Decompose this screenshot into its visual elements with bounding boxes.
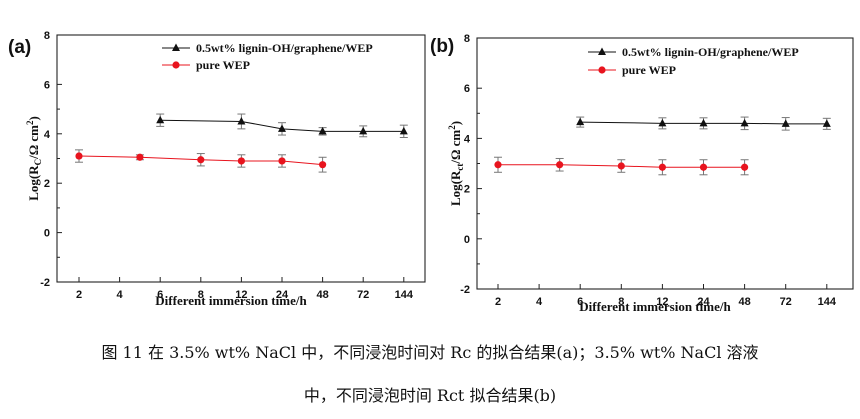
x-tick-label-b: 144	[818, 296, 837, 308]
series-line-a-0	[160, 119, 404, 132]
data-point-triangle	[781, 119, 790, 127]
series-line-b-1	[498, 164, 745, 168]
y-axis-label-part: ct	[455, 164, 465, 171]
data-point-circle	[278, 157, 286, 165]
legend-label: 0.5wt% lignin-OH/graphene/WEP	[622, 45, 799, 59]
panel-label-a: (a)	[8, 37, 31, 58]
x-tick-label-a: 48	[316, 289, 328, 301]
y-tick-label-b: 6	[464, 83, 470, 95]
data-point-circle	[136, 153, 144, 161]
x-tick-label-b: 8	[618, 296, 624, 308]
data-point-triangle	[156, 115, 165, 124]
y-axis-label-part: /Ω cm	[26, 125, 41, 160]
x-axis-label-b: Different immersion time/h	[579, 299, 731, 314]
y-tick-label-a: 8	[44, 30, 50, 42]
x-tick-label-a: 12	[235, 289, 247, 301]
x-tick-label-a: 8	[198, 289, 204, 301]
y-tick-label-a: 4	[44, 129, 51, 141]
y-axis-label-part: 2	[447, 125, 457, 130]
data-point-circle	[617, 162, 625, 170]
legend-label: pure WEP	[196, 58, 250, 72]
legend-label: pure WEP	[622, 63, 676, 77]
y-tick-label-a: 6	[44, 79, 50, 91]
y-tick-label-a: -2	[40, 277, 50, 289]
y-tick-label-b: 8	[464, 33, 470, 45]
x-tick-label-a: 144	[395, 289, 414, 301]
y-tick-label-a: 2	[44, 178, 50, 190]
figure-caption-line-1: 图 11 在 3.5% wt% NaCl 中，不同浸泡时间对 Rc 的拟合结果(…	[101, 343, 759, 362]
data-point-triangle	[359, 126, 368, 135]
data-point-circle	[75, 152, 83, 160]
data-point-circle	[237, 157, 245, 165]
x-tick-label-b: 2	[495, 296, 501, 308]
legend-marker-triangle	[172, 43, 180, 51]
data-point-circle	[658, 163, 666, 171]
panel-label-b: (b)	[430, 36, 454, 57]
legend-marker-triangle	[598, 47, 606, 55]
y-tick-label-b: -2	[460, 284, 470, 296]
x-tick-label-b: 12	[656, 296, 668, 308]
y-axis-label-part: Log(R	[448, 170, 463, 206]
y-tick-label-b: 4	[464, 133, 471, 145]
series-line-b-0	[580, 121, 827, 125]
y-axis-label-part: 2	[25, 120, 35, 125]
data-point-triangle	[658, 118, 667, 127]
x-tick-label-b: 24	[697, 296, 710, 308]
legend-marker-circle	[598, 66, 606, 74]
legend-label: 0.5wt% lignin-OH/graphene/WEP	[196, 41, 373, 55]
data-point-circle	[556, 161, 564, 169]
y-axis-label-part: )	[448, 121, 463, 125]
data-point-circle	[197, 156, 205, 164]
x-tick-label-a: 6	[157, 289, 163, 301]
data-point-triangle	[318, 126, 327, 135]
y-axis-label-part: )	[26, 116, 41, 120]
chart-panel-b: -2 0 2 4 6 8 2 4 6 8 12 24 48 72 144 Different immersio…	[425, 0, 860, 318]
y-tick-label-a: 0	[44, 228, 50, 240]
y-tick-label-b: 2	[464, 184, 470, 196]
data-point-triangle	[740, 118, 749, 127]
y-axis-label-part: C	[33, 159, 43, 166]
data-point-triangle	[699, 118, 708, 127]
x-tick-label-a: 2	[76, 289, 82, 301]
data-point-circle	[699, 163, 708, 171]
x-tick-label-b: 72	[780, 296, 792, 308]
chart-panel-a: -2 0 2 4 6 8 2 4 6 8 12 24 48 72 144 Different immersio…	[0, 0, 430, 318]
y-tick-label-b: 0	[464, 234, 470, 246]
x-tick-label-a: 72	[357, 289, 369, 301]
data-point-circle	[494, 161, 502, 169]
series-line-a-1	[78, 155, 323, 166]
data-point-triangle	[237, 116, 246, 125]
figure-caption-line-2: 中，不同浸泡时间 Rct 拟合结果(b)	[303, 386, 557, 405]
y-axis-label-part: Log(R	[26, 165, 41, 201]
y-axis-label-part: /Ω cm	[448, 130, 463, 165]
y-axis-label-a: Log(RC/Ω cm2)	[25, 116, 43, 201]
data-point-triangle	[822, 119, 831, 127]
x-tick-label-b: 48	[738, 296, 750, 308]
x-tick-label-b: 6	[577, 296, 583, 308]
x-tick-label-a: 4	[117, 289, 124, 301]
data-point-circle	[319, 161, 327, 169]
data-point-circle	[741, 163, 749, 171]
x-axis-label-a: Different immersion time/h	[155, 293, 307, 308]
data-point-triangle	[576, 117, 585, 126]
x-tick-label-a: 24	[276, 289, 289, 301]
data-point-triangle	[399, 126, 408, 135]
x-tick-label-b: 4	[536, 296, 543, 308]
data-point-triangle	[278, 124, 286, 132]
legend-marker-circle	[172, 61, 180, 69]
y-axis-label-b: Log(Rct/Ω cm2)	[447, 121, 465, 206]
